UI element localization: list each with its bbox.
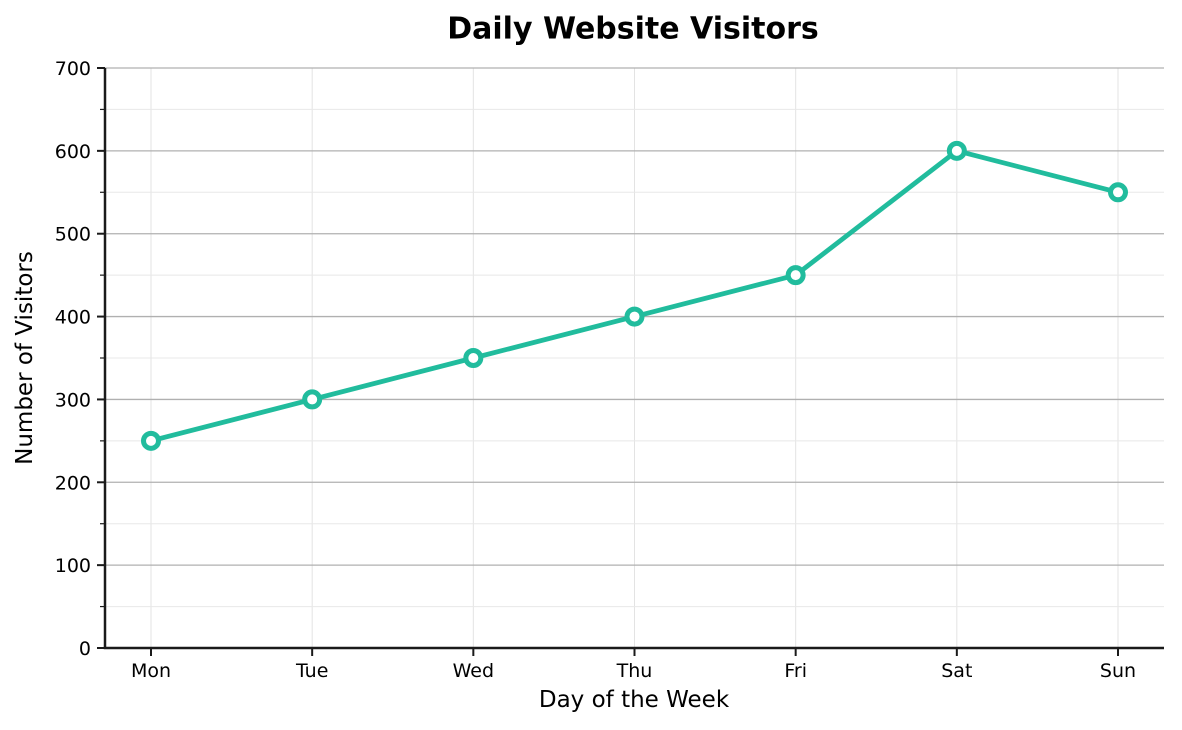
- x-axis-title: Day of the Week: [538, 687, 730, 713]
- x-tick-label: Thu: [616, 660, 653, 682]
- data-point-sun: [1108, 182, 1128, 203]
- data-point-fri: [785, 265, 806, 286]
- y-tick-label: 200: [55, 472, 91, 494]
- y-tick-label: 600: [55, 141, 91, 163]
- data-point-wed: [463, 348, 484, 368]
- y-tick-label: 300: [55, 389, 91, 411]
- x-tick-label: Sun: [1100, 660, 1136, 682]
- data-point-tue: [302, 389, 323, 410]
- x-tick-label: Tue: [295, 660, 328, 682]
- data-point-mon: [141, 430, 161, 451]
- y-axis-title: Number of Visitors: [12, 251, 38, 465]
- chart-title: Daily Website Visitors: [447, 11, 819, 47]
- y-tick-label: 400: [55, 307, 91, 329]
- y-tick-label: 100: [55, 555, 91, 577]
- y-tick-label: 0: [79, 638, 91, 660]
- data-point-thu: [624, 306, 645, 327]
- y-tick-label: 500: [55, 224, 91, 246]
- y-tick-label: 700: [55, 58, 91, 80]
- x-tick-label: Wed: [453, 660, 494, 682]
- x-tick-label: Fri: [784, 660, 807, 682]
- x-tick-label: Sat: [941, 660, 972, 682]
- x-tick-label: Mon: [131, 660, 171, 682]
- data-point-sat: [946, 140, 967, 161]
